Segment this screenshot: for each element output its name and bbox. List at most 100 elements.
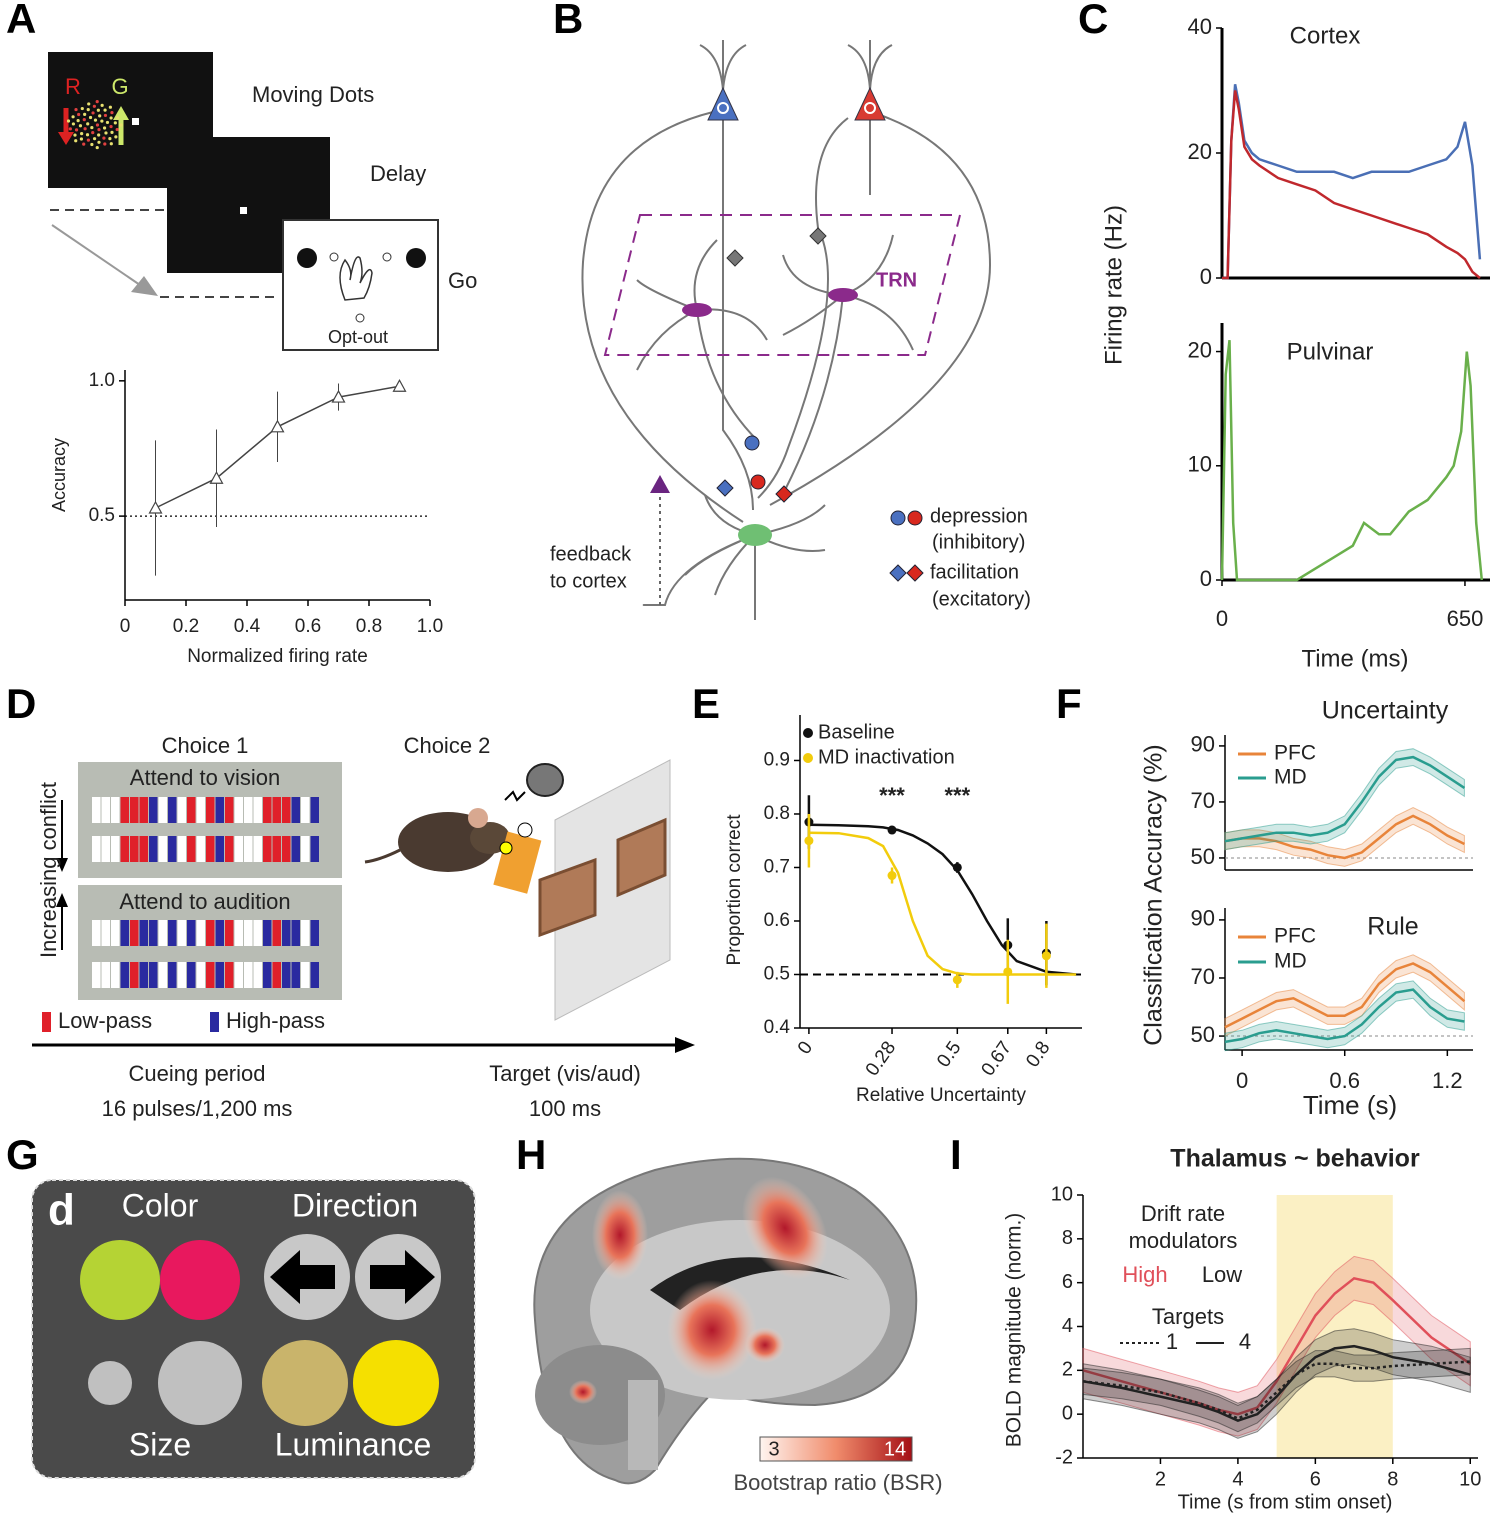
dot xyxy=(71,115,75,119)
dendrite xyxy=(581,111,992,523)
y-tick-label: 0.8 xyxy=(764,803,790,824)
target xyxy=(329,252,339,262)
error-band xyxy=(1224,748,1465,851)
relay-cell xyxy=(738,524,772,546)
dot xyxy=(100,103,104,107)
label: 16 pulses/1,200 ms xyxy=(102,1096,293,1121)
dot xyxy=(103,108,107,112)
label: Cueing period xyxy=(129,1061,266,1086)
pulse xyxy=(111,962,120,988)
light xyxy=(499,841,513,855)
dot xyxy=(74,107,78,112)
label: High-pass xyxy=(226,1008,325,1033)
label: (excitatory) xyxy=(932,588,1031,610)
activation xyxy=(569,1380,597,1404)
synapse xyxy=(744,435,760,451)
y-axis-label: Classification Accuracy (%) xyxy=(1140,744,1168,1045)
pulse xyxy=(215,962,224,988)
pulse xyxy=(149,920,158,946)
panel-letters: A B C D E F G H I xyxy=(6,0,1108,1178)
nucleus xyxy=(864,102,876,114)
panel-letter: G xyxy=(6,1131,39,1178)
label: Low-pass xyxy=(58,1008,152,1033)
activation xyxy=(667,1280,757,1380)
target xyxy=(406,248,426,268)
dot xyxy=(74,128,79,132)
legend-symbol xyxy=(210,1012,219,1032)
dot xyxy=(104,131,108,135)
pulse xyxy=(187,920,196,946)
line xyxy=(1222,90,1481,280)
pulse xyxy=(244,836,253,862)
light xyxy=(517,822,533,838)
dot xyxy=(109,142,113,146)
synapse xyxy=(775,485,793,503)
chart-title: Thalamus ~ behavior xyxy=(1170,1145,1420,1173)
arrow xyxy=(51,224,141,286)
point xyxy=(331,389,346,403)
legend-label: MD inactivation xyxy=(818,746,955,768)
pulse xyxy=(101,797,110,823)
pulse xyxy=(130,797,139,823)
pulse xyxy=(92,797,101,823)
dot xyxy=(119,123,123,127)
pulse xyxy=(168,962,177,988)
nucleus xyxy=(717,102,729,114)
pulse xyxy=(282,920,291,946)
dot xyxy=(98,114,102,118)
error-band xyxy=(1224,954,1465,1037)
arrow-head xyxy=(675,1037,695,1053)
pulse xyxy=(206,962,215,988)
x-tick-label: 0 xyxy=(120,616,131,637)
dot xyxy=(109,125,113,129)
error-band xyxy=(1224,980,1465,1052)
line xyxy=(1082,1360,1471,1420)
task-labels: Choice 1 Choice 2 Attend to vision Atten… xyxy=(36,733,641,1121)
synapse xyxy=(726,249,744,267)
pulse xyxy=(177,962,186,988)
dot xyxy=(87,102,91,106)
y-tick-label: 2 xyxy=(1062,1359,1073,1381)
feature-swatch xyxy=(80,1240,160,1320)
label: d xyxy=(48,1186,75,1235)
label: Opt-out xyxy=(328,327,388,347)
legend-symbol xyxy=(42,1012,51,1032)
x-tick-label: 8 xyxy=(1387,1468,1398,1490)
dot xyxy=(103,113,108,118)
y-axis-label: Proportion correct xyxy=(724,814,745,966)
point xyxy=(952,862,962,872)
x-tick-label: 6 xyxy=(1310,1468,1321,1490)
pulse xyxy=(263,797,272,823)
pulse xyxy=(177,920,186,946)
pulse xyxy=(215,836,224,862)
panel-letter: F xyxy=(1056,680,1082,727)
point xyxy=(148,500,163,514)
pulse xyxy=(120,836,129,862)
legend-symbol xyxy=(890,510,906,526)
port xyxy=(538,857,597,938)
feature-swatch xyxy=(262,1340,348,1426)
pulse xyxy=(225,836,234,862)
pulse xyxy=(158,797,167,823)
pulse xyxy=(291,920,300,946)
label: G xyxy=(111,74,128,99)
panel-letter: A xyxy=(6,0,36,42)
dot xyxy=(82,142,86,146)
point xyxy=(270,419,285,433)
mouse-ear xyxy=(468,808,488,828)
dot xyxy=(80,132,84,136)
pulse xyxy=(253,920,262,946)
ventricle xyxy=(650,1257,850,1310)
y-tick-label: 0 xyxy=(1200,566,1212,591)
feature-panel: d Color Direction Size Luminance xyxy=(31,1179,476,1479)
dot xyxy=(78,124,83,128)
y-tick-label: 50 xyxy=(1191,1022,1215,1047)
pulse xyxy=(158,836,167,862)
pulse xyxy=(263,836,272,862)
direction-arrow xyxy=(270,1250,335,1304)
y-tick-label: 4 xyxy=(1062,1315,1073,1337)
arrow-head xyxy=(650,475,670,493)
chart-title: Uncertainty xyxy=(1322,697,1449,725)
pulse xyxy=(282,836,291,862)
